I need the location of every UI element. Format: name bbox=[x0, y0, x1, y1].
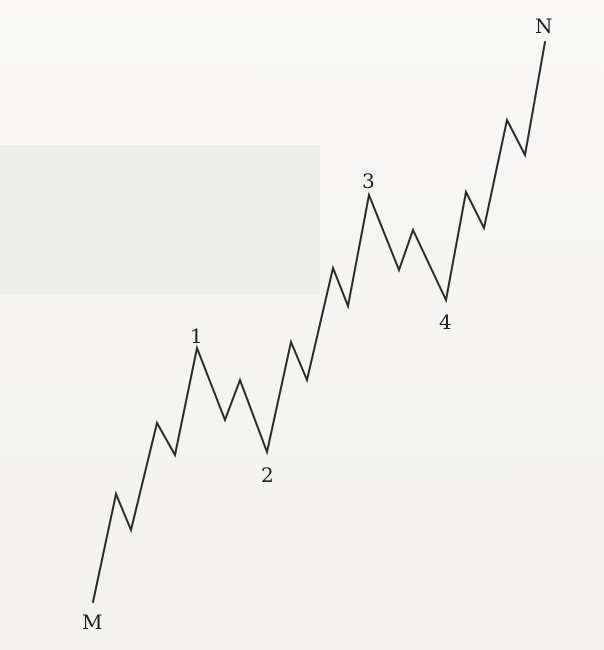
impulse-wave-line bbox=[92, 41, 546, 603]
label-m: M bbox=[82, 610, 102, 634]
label-n: N bbox=[535, 14, 553, 38]
label-wave-4: 4 bbox=[439, 310, 452, 334]
label-wave-2: 2 bbox=[261, 463, 274, 487]
label-wave-1: 1 bbox=[190, 324, 203, 348]
background-shade bbox=[0, 145, 320, 295]
label-wave-3: 3 bbox=[362, 169, 375, 193]
